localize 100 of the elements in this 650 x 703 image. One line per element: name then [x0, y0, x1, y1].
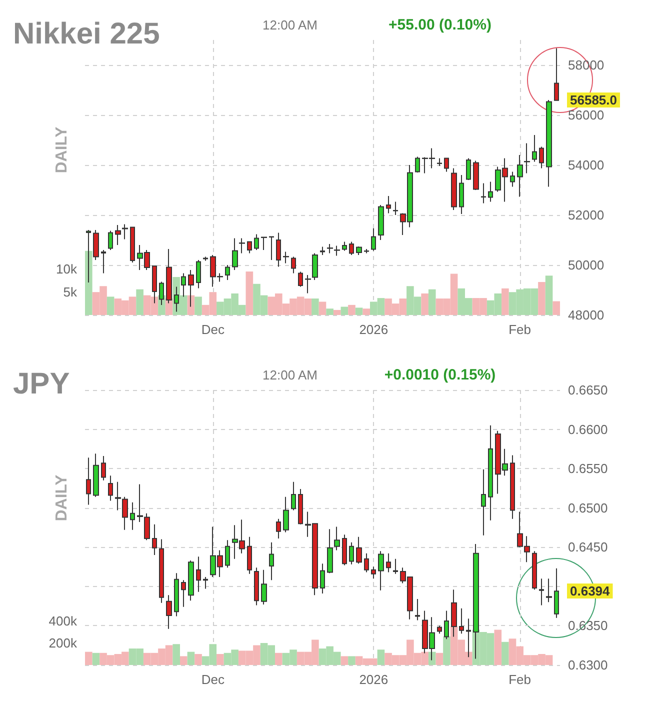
- candlestick: [291, 256, 296, 274]
- text: 12:00 AM: [262, 368, 318, 382]
- candlestick: [276, 232, 281, 268]
- candlestick: [101, 456, 106, 481]
- y-tick-label: 0.6650: [568, 382, 608, 398]
- y2-tick-label: 200k: [48, 636, 78, 650]
- candlestick: [312, 252, 318, 280]
- candlestick: [320, 246, 325, 256]
- candlestick: [481, 182, 486, 204]
- candlestick: [254, 234, 259, 250]
- chart-title: JPY: [13, 368, 70, 400]
- bar: [194, 654, 202, 665]
- y-tick-label: 0.6500: [568, 500, 608, 516]
- candlestick: [334, 245, 340, 256]
- candlestick: [371, 228, 376, 252]
- candlestick: [269, 542, 274, 581]
- bar: [275, 652, 282, 665]
- candlestick: [86, 457, 91, 506]
- candlestick: [532, 134, 537, 162]
- candlestick: [196, 556, 201, 592]
- candlestick: [466, 158, 471, 180]
- candlestick: [269, 236, 274, 260]
- candlestick: [130, 226, 135, 263]
- candlestick: [305, 274, 311, 294]
- candlestick: [356, 246, 362, 256]
- candlestick: [546, 578, 552, 603]
- candlestick: [437, 158, 442, 166]
- candlestick: [473, 160, 479, 190]
- text: DAILY: [54, 474, 70, 522]
- candlestick: [444, 158, 449, 172]
- candlestick: [152, 524, 157, 556]
- x-tick-label: Dec: [201, 322, 225, 337]
- text: DAILY: [54, 126, 70, 174]
- bar: [326, 308, 334, 315]
- candlestick: [101, 250, 106, 274]
- candlestick: [342, 241, 347, 252]
- x-tick-label: Feb: [508, 322, 532, 337]
- candlestick: [225, 264, 230, 280]
- bar: [92, 652, 100, 665]
- candlestick: [261, 236, 267, 250]
- candlestick: [203, 576, 208, 590]
- candlestick: [517, 154, 523, 198]
- y2-tick-label: 10k: [56, 262, 78, 277]
- candlestick: [283, 496, 289, 533]
- candlestick: [386, 552, 391, 573]
- bar: [421, 293, 428, 315]
- candlestick: [539, 578, 544, 606]
- candlestick: [356, 536, 362, 564]
- candlestick: [459, 608, 464, 634]
- bar: [318, 302, 326, 315]
- candlestick: [283, 251, 289, 264]
- candlestick: [386, 196, 391, 214]
- bar: [106, 296, 114, 315]
- candlestick: [196, 260, 201, 289]
- candlestick: [349, 542, 354, 565]
- y-tick-label: 54000: [568, 158, 604, 172]
- bar: [333, 310, 341, 315]
- x-tick-label: Feb: [508, 672, 532, 687]
- candlestick: [371, 566, 376, 580]
- candlestick: [364, 552, 369, 573]
- candlestick: [459, 174, 464, 214]
- candlestick: [488, 181, 493, 202]
- bar: [194, 296, 202, 315]
- candlestick: [378, 204, 384, 240]
- candlestick: [393, 558, 398, 574]
- candlestick: [254, 567, 259, 606]
- y-tick-label: 0.6450: [568, 540, 608, 555]
- bar: [494, 630, 502, 665]
- candlestick: [247, 241, 252, 254]
- bar: [136, 289, 144, 315]
- candlestick: [554, 48, 559, 101]
- bar: [216, 654, 224, 665]
- y-tick-label: 0.6550: [568, 461, 608, 476]
- candlestick: [239, 238, 245, 254]
- candlestick: [108, 230, 113, 250]
- bar: [340, 656, 348, 665]
- candlestick: [232, 238, 238, 270]
- candlestick: [510, 454, 515, 520]
- candlestick: [159, 538, 164, 604]
- candlestick: [144, 512, 150, 541]
- bar: [340, 306, 348, 315]
- text: 56585.0: [570, 92, 617, 108]
- text: +55.00 (0.10%): [388, 16, 492, 34]
- bar: [377, 650, 385, 665]
- bar: [545, 276, 553, 315]
- bar: [172, 644, 180, 665]
- bar: [428, 652, 436, 665]
- candlestick: [137, 484, 143, 522]
- candlestick: [291, 481, 296, 511]
- candlestick: [327, 528, 333, 574]
- candlestick: [320, 563, 325, 594]
- candlestick: [122, 224, 128, 240]
- y-tick-label: 56000: [568, 108, 604, 122]
- candlestick: [93, 453, 99, 498]
- candlestick: [349, 241, 354, 256]
- bar: [428, 289, 436, 315]
- bar: [348, 656, 356, 665]
- candlestick: [532, 550, 537, 590]
- candlestick: [108, 475, 113, 502]
- y-tick-label: 0.6600: [568, 422, 608, 437]
